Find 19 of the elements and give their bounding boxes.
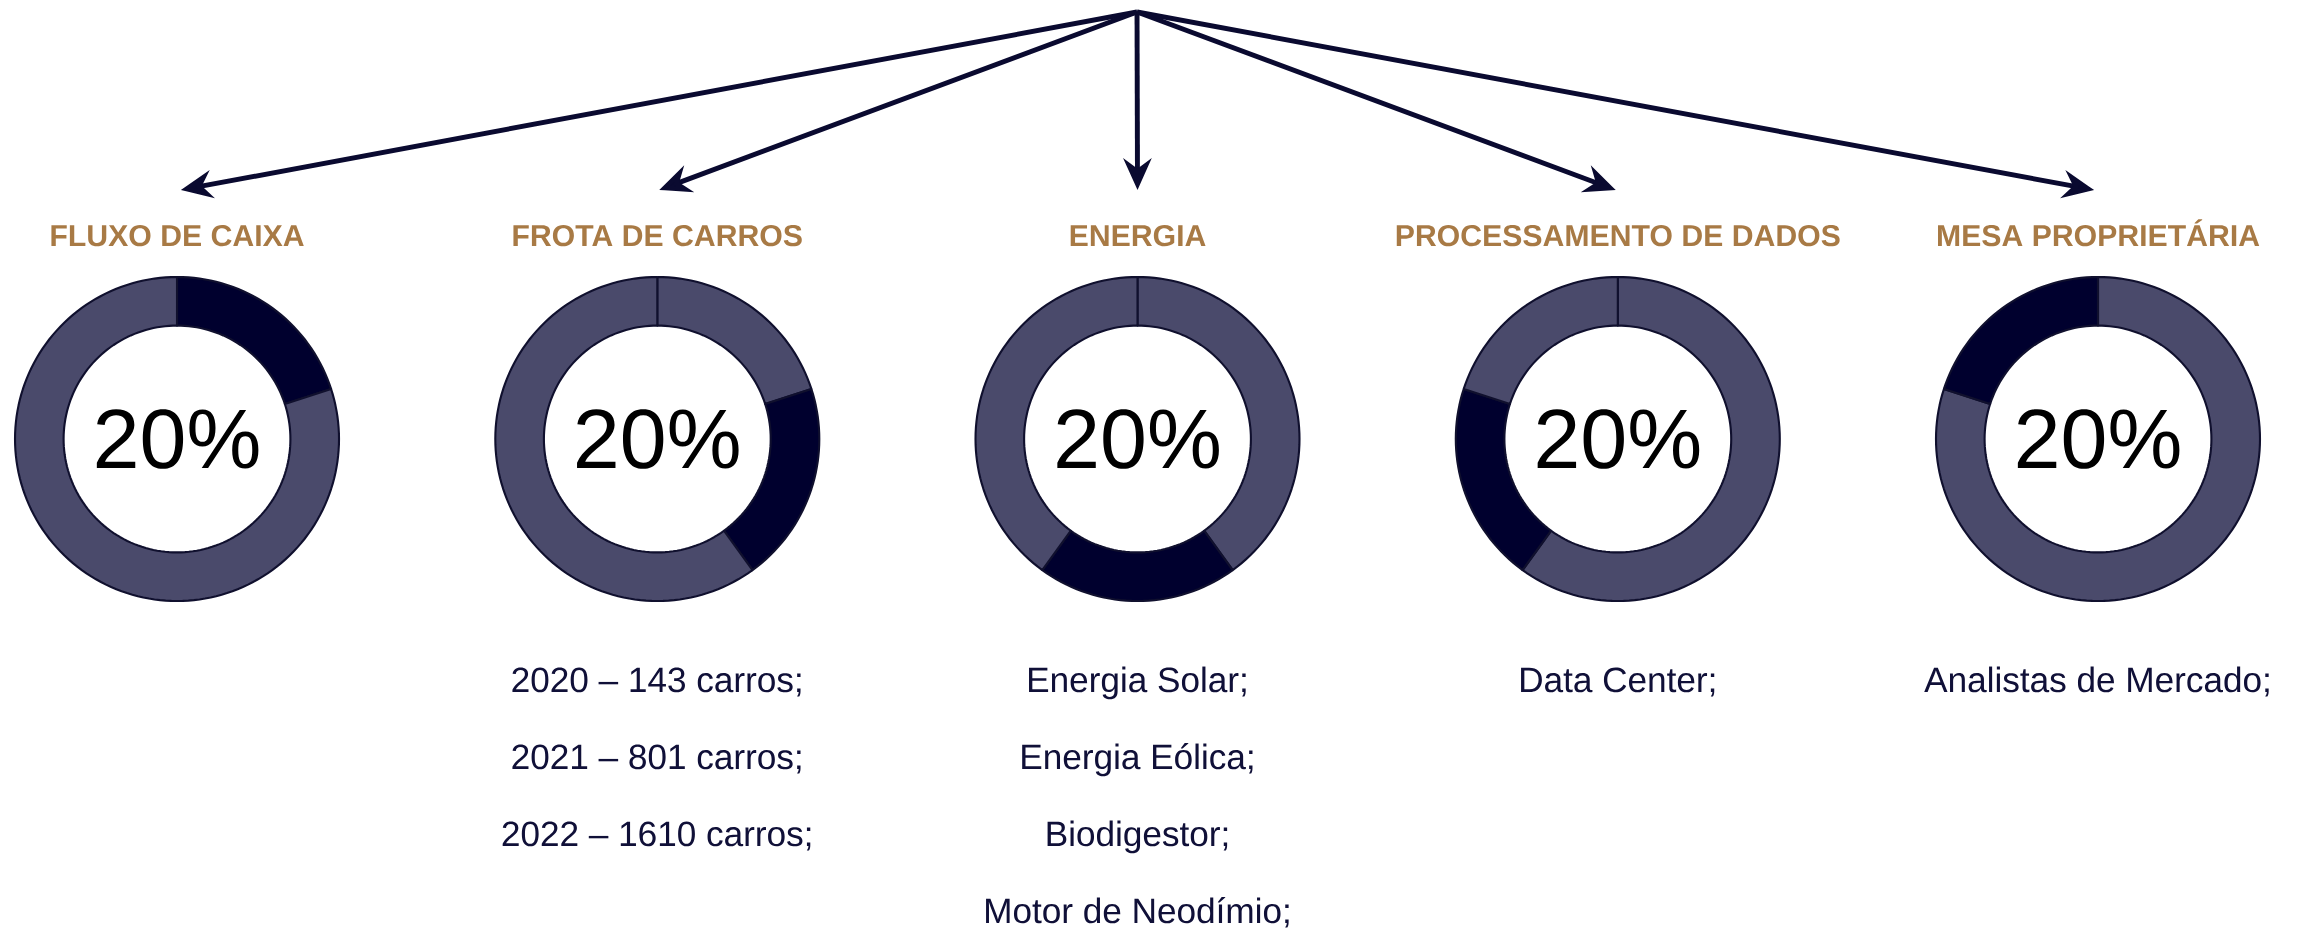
text: Energia Eólica; [1022, 743, 1253, 777]
text: 20% [96, 409, 259, 469]
chart-title: PROCESSAMENTO DE DADOS [1396, 224, 1840, 247]
text: 2021 – 801 carros; [512, 744, 801, 774]
text: 20% [1057, 409, 1219, 469]
chart-title: MESA PROPRIETÁRIA [1938, 219, 2260, 247]
text: Motor de Neodímio; [986, 897, 1289, 928]
text: 20% [577, 409, 739, 469]
chart-title: FLUXO DE CAIXA [51, 224, 304, 247]
text: Energia Solar; [1029, 666, 1246, 700]
text: 20% [1537, 409, 1700, 469]
text: 20% [2017, 409, 2180, 469]
chart-title: FROTA DE CARROS [513, 224, 802, 247]
text: Biodigestor; [1047, 820, 1228, 854]
text: Data Center; [1521, 667, 1715, 697]
text: Analistas de Mercado; [1924, 666, 2269, 697]
chart-title: ENERGIA [1070, 224, 1206, 247]
text: 2022 – 1610 carros; [502, 821, 811, 851]
text: 2020 – 143 carros; [512, 667, 801, 697]
